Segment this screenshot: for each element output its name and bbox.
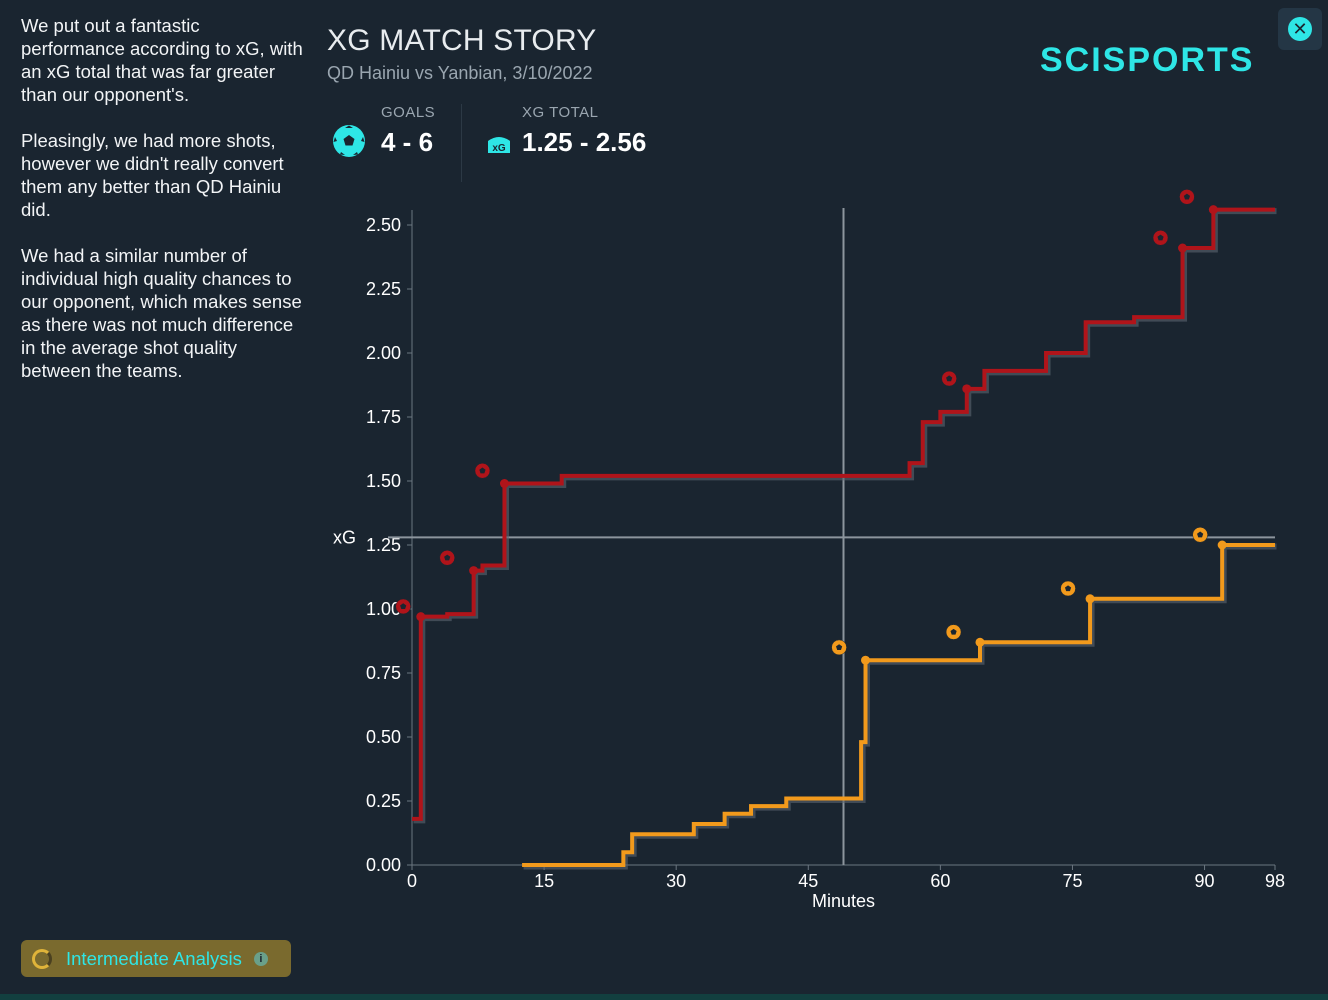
y-tick-label: 1.25 xyxy=(366,535,401,555)
series-away-shot-point xyxy=(962,384,972,394)
y-tick-label: 1.00 xyxy=(366,599,401,619)
y-axis-label: xG xyxy=(333,527,356,547)
goal-ball-patch xyxy=(1064,585,1072,592)
series-home-goal-marker xyxy=(831,639,847,656)
y-tick-label: 2.50 xyxy=(366,215,401,235)
x-tick-label: 90 xyxy=(1195,871,1215,891)
x-tick-label: 75 xyxy=(1062,871,1082,891)
series-home-shot-point xyxy=(861,655,871,665)
series-away-shot-point xyxy=(1208,205,1218,215)
y-tick-label: 0.75 xyxy=(366,663,401,683)
goal-ball-patch xyxy=(1197,531,1204,538)
xg-icon-text: xG xyxy=(492,143,506,154)
goal-net-icon: xG xyxy=(486,134,512,154)
y-tick-label: 2.25 xyxy=(366,279,401,299)
series-home-line xyxy=(522,543,1275,867)
goal-ball-patch xyxy=(950,628,957,635)
series-away-shot-point xyxy=(1178,243,1188,253)
series-away-goal-marker xyxy=(439,550,455,566)
close-icon: ✕ xyxy=(1288,17,1312,41)
series-away-shot-point xyxy=(499,479,509,489)
match-summary: We put out a fantastic performance accor… xyxy=(21,14,306,405)
y-tick-label: 2.00 xyxy=(366,343,401,363)
series-home-shadow xyxy=(523,543,1277,870)
x-axis-label: Minutes xyxy=(812,891,875,911)
series-away-shot-point xyxy=(416,612,426,622)
goals-value: 4 - 6 xyxy=(381,127,434,157)
series-away-goal-marker xyxy=(474,463,491,479)
y-tick-label: 1.75 xyxy=(366,407,401,427)
series-home-goal-marker xyxy=(1192,527,1208,543)
progress-ring-icon xyxy=(32,948,52,969)
series-away-goal-marker xyxy=(395,598,411,615)
x-tick-label: 98 xyxy=(1265,871,1285,891)
series-home-goal-marker xyxy=(1060,580,1076,597)
page-title: XG MATCH STORY xyxy=(327,24,597,57)
goals-label: GOALS xyxy=(381,104,436,121)
goal-ball-patch xyxy=(479,467,486,474)
goal-ball-patch xyxy=(1183,193,1191,200)
summary-paragraph-3: We had a similar number of individual hi… xyxy=(21,245,302,381)
close-button[interactable]: ✕ xyxy=(1278,8,1322,50)
x-tick-label: 15 xyxy=(534,871,554,891)
soccer-ball-icon xyxy=(332,124,366,158)
series-home-goal-marker xyxy=(945,624,962,640)
bottom-bar xyxy=(0,994,1328,1000)
series-away-goal-marker xyxy=(1179,189,1195,205)
summary-paragraph-1: We put out a fantastic performance accor… xyxy=(21,15,303,105)
y-tick-label: 0.00 xyxy=(366,855,401,875)
series-home-shot-point xyxy=(1217,540,1227,550)
scisports-logo: SCISPORTS xyxy=(1040,41,1255,79)
series-away-shot-point xyxy=(469,566,479,576)
series-away-line xyxy=(412,207,1275,821)
series-away-goal-marker xyxy=(941,370,957,387)
stat-divider xyxy=(461,104,462,182)
x-tick-label: 0 xyxy=(407,871,417,891)
analysis-level-label: Intermediate Analysis xyxy=(66,947,242,969)
series-away-goal-marker xyxy=(1152,230,1169,246)
goal-ball-patch xyxy=(400,603,407,610)
series-home-shot-point xyxy=(1085,594,1095,604)
y-tick-label: 1.50 xyxy=(366,471,401,491)
match-subtitle: QD Hainiu vs Yanbian, 3/10/2022 xyxy=(327,63,593,83)
goals-stat: GOALS 4 - 6 xyxy=(381,104,435,158)
goal-ball-patch xyxy=(444,554,451,561)
xg-total-stat: XG TOTAL 1.25 - 2.56 xyxy=(522,104,646,158)
xg-total-label: XG TOTAL xyxy=(522,104,599,121)
info-icon[interactable]: i xyxy=(253,951,268,966)
goal-ball-patch xyxy=(1157,234,1164,241)
summary-paragraph-2: Pleasingly, we had more shots, however w… xyxy=(21,130,284,220)
xg-total-value: 1.25 - 2.56 xyxy=(522,127,647,157)
series-home-shot-point xyxy=(975,637,985,647)
series-away-shadow xyxy=(413,208,1277,824)
goal-ball-patch xyxy=(835,644,843,650)
goal-ball-patch xyxy=(946,375,953,382)
x-tick-label: 45 xyxy=(798,871,818,891)
y-tick-label: 0.50 xyxy=(366,727,401,747)
y-tick-label: 0.25 xyxy=(366,791,401,811)
x-tick-label: 30 xyxy=(666,871,686,891)
x-tick-label: 60 xyxy=(930,871,950,891)
analysis-level-badge[interactable]: Intermediate Analysis i xyxy=(21,940,291,977)
